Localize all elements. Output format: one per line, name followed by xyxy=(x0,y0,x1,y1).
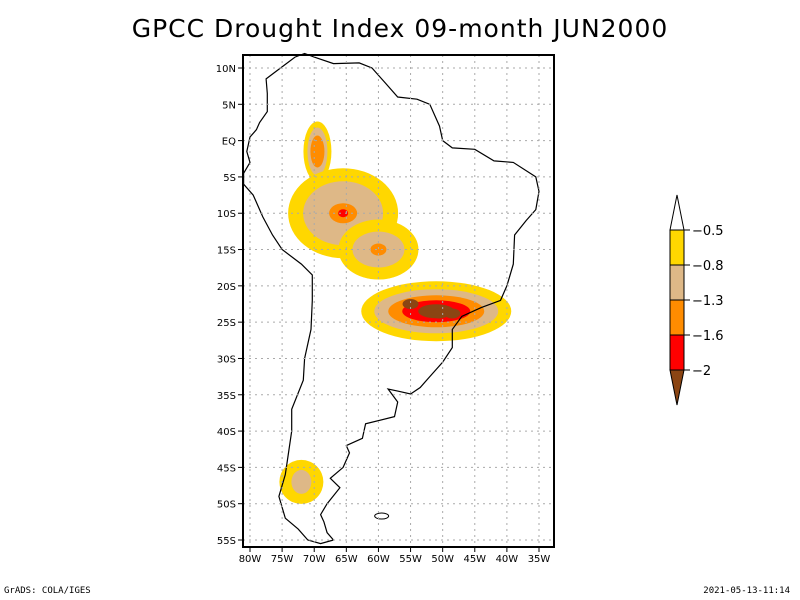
colorbar-lower-arrow xyxy=(670,370,684,405)
colorbar-label: −2 xyxy=(692,364,711,379)
colorbar-label: −0.8 xyxy=(692,259,724,274)
y-tick-label: 35S xyxy=(217,391,236,402)
y-tick-label: 10S xyxy=(217,209,236,220)
y-tick-label: 5S xyxy=(223,173,236,184)
falkland-islands xyxy=(375,513,389,519)
x-axis-ticks: 80W 75W 70W 65W 60W 55W 50W 45W 40W 35W xyxy=(239,547,551,565)
colorbar-segment xyxy=(670,300,684,335)
x-tick-label: 55W xyxy=(399,554,422,565)
footer-timestamp: 2021-05-13-11:14 xyxy=(703,586,790,596)
y-tick-label: 15S xyxy=(217,246,236,257)
drought-map: 80W 75W 70W 65W 60W 55W 50W 45W 40W 35W 10N 5N EQ 5S… xyxy=(0,0,800,600)
y-tick-label: 20S xyxy=(217,282,236,293)
x-tick-label: 45W xyxy=(463,554,486,565)
y-tick-label: 40S xyxy=(217,427,236,438)
drought-area-patagonia-chile xyxy=(291,470,311,494)
y-tick-label: 55S xyxy=(217,536,236,547)
x-tick-label: 40W xyxy=(496,554,519,565)
y-tick-label: 25S xyxy=(217,318,236,329)
x-tick-label: 70W xyxy=(303,554,326,565)
colorbar-label: −1.6 xyxy=(692,329,724,344)
x-tick-label: 60W xyxy=(367,554,390,565)
colorbar-upper-arrow xyxy=(670,195,684,230)
x-tick-label: 35W xyxy=(528,554,551,565)
y-tick-label: EQ xyxy=(222,137,236,148)
colorbar-segment xyxy=(670,335,684,370)
colorbar-segment xyxy=(670,265,684,300)
footer-credit: GrADS: COLA/IGES xyxy=(4,586,91,596)
colorbar-label: −1.3 xyxy=(692,294,724,309)
x-tick-label: 80W xyxy=(239,554,262,565)
y-tick-label: 30S xyxy=(217,354,236,365)
colorbar-segment xyxy=(670,230,684,265)
x-tick-label: 75W xyxy=(271,554,294,565)
x-tick-label: 50W xyxy=(431,554,454,565)
drought-area-extreme xyxy=(444,308,460,318)
colorbar: −0.5 −0.8 −1.3 −1.6 −2 xyxy=(670,195,724,405)
y-axis-ticks: 10N 5N EQ 5S 10S 15S 20S 25S 30S 35S 40S 45S 50S 55S xyxy=(216,64,243,547)
y-tick-label: 10N xyxy=(216,64,236,75)
y-tick-label: 5N xyxy=(222,100,236,111)
colorbar-label: −0.5 xyxy=(692,224,724,239)
y-tick-label: 45S xyxy=(217,463,236,474)
x-tick-label: 65W xyxy=(335,554,358,565)
y-tick-label: 50S xyxy=(217,500,236,511)
